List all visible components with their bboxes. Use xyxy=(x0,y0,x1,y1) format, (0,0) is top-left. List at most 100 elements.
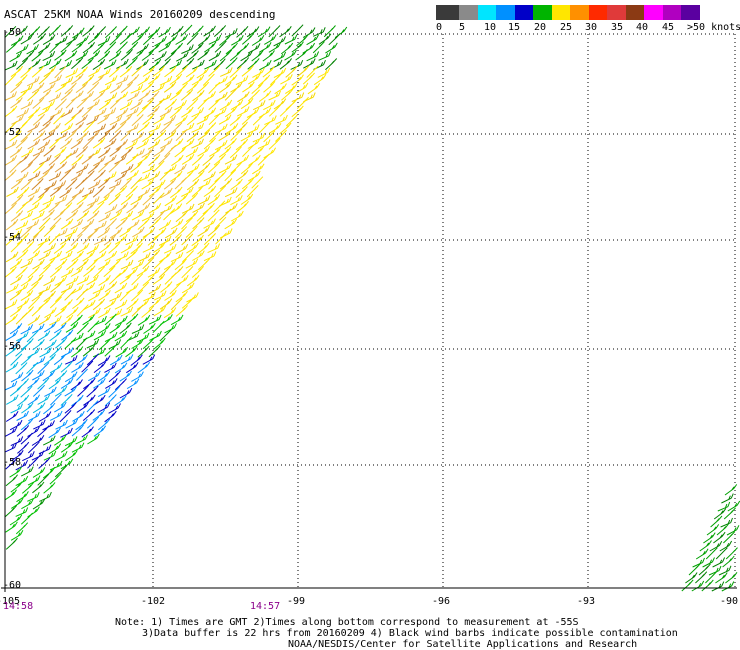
wind-barb xyxy=(109,82,123,94)
wind-barb xyxy=(208,34,222,45)
wind-barb xyxy=(44,321,57,333)
wind-barb xyxy=(92,284,106,294)
wind-barb xyxy=(126,170,139,181)
wind-barb xyxy=(153,179,166,190)
wind-barb xyxy=(706,524,720,536)
wind-barb xyxy=(296,34,309,47)
wind-barb xyxy=(38,217,51,230)
wind-barb xyxy=(97,50,111,63)
wind-barb xyxy=(108,258,122,271)
wind-barb xyxy=(104,281,118,293)
wind-barb xyxy=(313,73,327,86)
wind-barb xyxy=(136,298,150,310)
wind-barb xyxy=(713,531,726,544)
wind-barb xyxy=(9,514,23,526)
wind-barb xyxy=(42,34,56,46)
wind-barb xyxy=(724,484,738,496)
wind-barb xyxy=(104,26,117,39)
wind-barb xyxy=(213,58,226,71)
wind-barb xyxy=(26,219,40,230)
wind-barb xyxy=(75,114,88,126)
wind-barb xyxy=(147,171,161,182)
wind-barb xyxy=(38,444,52,455)
wind-barb xyxy=(230,99,244,111)
time-label-1458: 14:58 xyxy=(3,601,34,612)
wind-barb xyxy=(225,74,238,86)
wind-barb xyxy=(16,57,29,70)
wind-barb xyxy=(72,27,85,39)
wind-barb xyxy=(97,130,111,142)
wind-barb xyxy=(50,107,63,118)
wind-barb xyxy=(43,402,56,415)
wind-barb xyxy=(104,394,117,407)
wind-barb xyxy=(208,64,221,77)
wind-barb xyxy=(38,201,52,213)
wind-barb xyxy=(4,380,18,391)
wind-barb xyxy=(236,25,249,38)
wind-barb xyxy=(9,160,22,173)
wind-barb xyxy=(53,208,66,221)
wind-barb xyxy=(180,24,193,37)
wind-barb xyxy=(43,257,56,270)
wind-barb xyxy=(203,218,216,229)
wind-barb xyxy=(65,355,78,365)
wind-barb xyxy=(142,164,155,174)
wind-barb xyxy=(20,258,34,269)
wind-barb xyxy=(48,24,61,37)
wind-barb xyxy=(92,59,106,71)
wind-barb xyxy=(76,288,89,301)
wind-barb xyxy=(170,186,183,199)
wind-barb xyxy=(109,115,123,126)
wind-barb xyxy=(10,210,24,222)
legend-label-15: 15 xyxy=(508,22,521,33)
wind-barb xyxy=(208,50,222,62)
wind-barb xyxy=(236,106,250,117)
wind-barb xyxy=(10,65,24,78)
wind-barb xyxy=(114,234,128,245)
wind-barb xyxy=(196,209,209,222)
wind-barb xyxy=(114,378,127,391)
wind-barb xyxy=(230,81,243,93)
wind-barb xyxy=(131,259,145,270)
wind-barb xyxy=(119,32,132,45)
wind-barb xyxy=(285,65,298,78)
wind-barb xyxy=(77,384,90,397)
wind-barb xyxy=(21,147,34,158)
wind-barb xyxy=(241,112,254,125)
wind-barb xyxy=(83,377,96,390)
wind-barb xyxy=(142,227,156,238)
wind-barb xyxy=(93,250,107,262)
wind-barb xyxy=(279,58,293,70)
wind-barb xyxy=(252,163,265,175)
wind-barb xyxy=(225,123,239,135)
wind-barb xyxy=(197,195,211,206)
wind-barb xyxy=(4,155,18,166)
wind-barb xyxy=(54,98,67,111)
wind-barb xyxy=(87,81,100,94)
wind-barb xyxy=(164,65,177,78)
wind-barb xyxy=(38,89,52,101)
wind-barb xyxy=(103,265,116,278)
wind-barb xyxy=(37,235,51,246)
wind-barb xyxy=(116,58,129,69)
wind-barb xyxy=(53,322,67,334)
wind-barb xyxy=(160,138,173,149)
wind-barb xyxy=(88,179,101,190)
wind-barb xyxy=(191,107,204,118)
wind-barb xyxy=(723,507,736,520)
wind-barb xyxy=(64,401,77,414)
wind-barb xyxy=(241,32,255,45)
wind-barb xyxy=(224,138,237,150)
wind-barb xyxy=(218,114,232,125)
wind-barb xyxy=(32,339,45,351)
wind-barb xyxy=(88,147,101,158)
wind-barb xyxy=(38,121,51,133)
wind-barb xyxy=(20,161,34,173)
wind-barb xyxy=(120,259,134,270)
wind-barb xyxy=(224,154,238,165)
wind-barb xyxy=(108,50,122,62)
wind-barb xyxy=(218,146,232,158)
wind-barb xyxy=(43,450,57,461)
wind-barb xyxy=(148,185,162,198)
wind-barb xyxy=(64,385,78,397)
